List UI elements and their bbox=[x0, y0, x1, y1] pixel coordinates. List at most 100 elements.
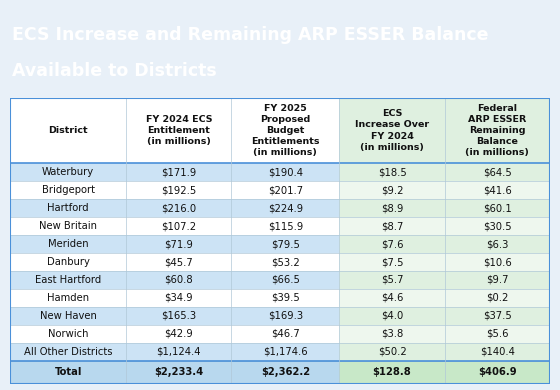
Bar bbox=[231, 217, 339, 235]
Text: Available to Districts: Available to Districts bbox=[12, 62, 217, 80]
Text: FY 2025
Proposed
Budget
Entitlements
(in millions): FY 2025 Proposed Budget Entitlements (in… bbox=[251, 104, 320, 157]
Bar bbox=[126, 343, 231, 361]
Bar bbox=[339, 289, 445, 307]
Text: East Hartford: East Hartford bbox=[35, 275, 101, 285]
Bar bbox=[445, 325, 550, 343]
Bar bbox=[10, 361, 126, 384]
Bar bbox=[445, 98, 550, 163]
Text: All Other Districts: All Other Districts bbox=[24, 347, 113, 357]
Text: $71.9: $71.9 bbox=[164, 239, 193, 249]
Text: $115.9: $115.9 bbox=[268, 221, 303, 231]
Bar bbox=[10, 163, 126, 181]
Text: Bridgeport: Bridgeport bbox=[41, 185, 95, 195]
Text: $39.5: $39.5 bbox=[271, 293, 300, 303]
Text: $66.5: $66.5 bbox=[271, 275, 300, 285]
Bar bbox=[339, 325, 445, 343]
Text: $53.2: $53.2 bbox=[271, 257, 300, 267]
Text: $7.6: $7.6 bbox=[381, 239, 403, 249]
Bar bbox=[339, 181, 445, 199]
Bar bbox=[231, 163, 339, 181]
Text: $0.2: $0.2 bbox=[486, 293, 508, 303]
Bar bbox=[231, 271, 339, 289]
Text: New Haven: New Haven bbox=[40, 311, 96, 321]
Bar bbox=[126, 235, 231, 253]
Text: $60.1: $60.1 bbox=[483, 203, 512, 213]
Text: $41.6: $41.6 bbox=[483, 185, 512, 195]
Bar bbox=[339, 163, 445, 181]
Bar bbox=[10, 235, 126, 253]
Bar bbox=[445, 361, 550, 384]
Text: $3.8: $3.8 bbox=[381, 329, 403, 339]
Text: $406.9: $406.9 bbox=[478, 367, 516, 378]
Text: Total: Total bbox=[54, 367, 82, 378]
Text: $4.6: $4.6 bbox=[381, 293, 403, 303]
Text: $171.9: $171.9 bbox=[161, 167, 197, 177]
Bar bbox=[339, 307, 445, 325]
Bar bbox=[231, 181, 339, 199]
Bar bbox=[126, 361, 231, 384]
Text: $37.5: $37.5 bbox=[483, 311, 512, 321]
Bar bbox=[126, 217, 231, 235]
Bar bbox=[231, 307, 339, 325]
Bar bbox=[126, 253, 231, 271]
Bar bbox=[126, 271, 231, 289]
Text: New Britain: New Britain bbox=[39, 221, 97, 231]
Text: Hartford: Hartford bbox=[47, 203, 89, 213]
Text: FY 2024 ECS
Entitlement
(in millions): FY 2024 ECS Entitlement (in millions) bbox=[146, 115, 212, 146]
Bar bbox=[126, 289, 231, 307]
Text: ECS Increase and Remaining ARP ESSER Balance: ECS Increase and Remaining ARP ESSER Bal… bbox=[12, 26, 489, 44]
Bar bbox=[231, 361, 339, 384]
Bar bbox=[445, 199, 550, 217]
Text: $5.7: $5.7 bbox=[381, 275, 403, 285]
Bar bbox=[339, 98, 445, 163]
Text: $192.5: $192.5 bbox=[161, 185, 197, 195]
Text: $216.0: $216.0 bbox=[161, 203, 197, 213]
Bar bbox=[126, 307, 231, 325]
Text: $4.0: $4.0 bbox=[381, 311, 403, 321]
Bar bbox=[445, 253, 550, 271]
Bar bbox=[445, 343, 550, 361]
Bar bbox=[126, 181, 231, 199]
Bar bbox=[445, 289, 550, 307]
Bar bbox=[231, 343, 339, 361]
Text: $64.5: $64.5 bbox=[483, 167, 512, 177]
Text: Meriden: Meriden bbox=[48, 239, 88, 249]
Bar bbox=[445, 271, 550, 289]
Text: $9.7: $9.7 bbox=[486, 275, 508, 285]
Bar bbox=[231, 199, 339, 217]
Text: $8.9: $8.9 bbox=[381, 203, 403, 213]
Bar bbox=[231, 289, 339, 307]
Bar bbox=[445, 217, 550, 235]
Text: $224.9: $224.9 bbox=[268, 203, 303, 213]
Text: $201.7: $201.7 bbox=[268, 185, 303, 195]
Text: $18.5: $18.5 bbox=[377, 167, 407, 177]
Text: $140.4: $140.4 bbox=[480, 347, 515, 357]
Bar bbox=[339, 361, 445, 384]
Bar bbox=[10, 98, 126, 163]
Text: $34.9: $34.9 bbox=[165, 293, 193, 303]
Text: $30.5: $30.5 bbox=[483, 221, 512, 231]
Bar bbox=[339, 271, 445, 289]
Text: $128.8: $128.8 bbox=[372, 367, 412, 378]
Text: $1,124.4: $1,124.4 bbox=[157, 347, 201, 357]
Bar bbox=[10, 181, 126, 199]
Text: $6.3: $6.3 bbox=[486, 239, 508, 249]
Text: $1,174.6: $1,174.6 bbox=[263, 347, 307, 357]
Text: $79.5: $79.5 bbox=[271, 239, 300, 249]
Bar bbox=[10, 343, 126, 361]
Text: $190.4: $190.4 bbox=[268, 167, 303, 177]
Bar bbox=[339, 253, 445, 271]
Bar bbox=[445, 307, 550, 325]
Bar bbox=[10, 307, 126, 325]
Bar bbox=[10, 217, 126, 235]
Bar bbox=[339, 235, 445, 253]
Bar bbox=[126, 199, 231, 217]
Text: $107.2: $107.2 bbox=[161, 221, 197, 231]
Bar bbox=[445, 235, 550, 253]
Bar bbox=[339, 199, 445, 217]
Bar bbox=[339, 343, 445, 361]
Bar bbox=[445, 163, 550, 181]
Text: Hamden: Hamden bbox=[47, 293, 89, 303]
Bar bbox=[126, 163, 231, 181]
Bar bbox=[10, 253, 126, 271]
